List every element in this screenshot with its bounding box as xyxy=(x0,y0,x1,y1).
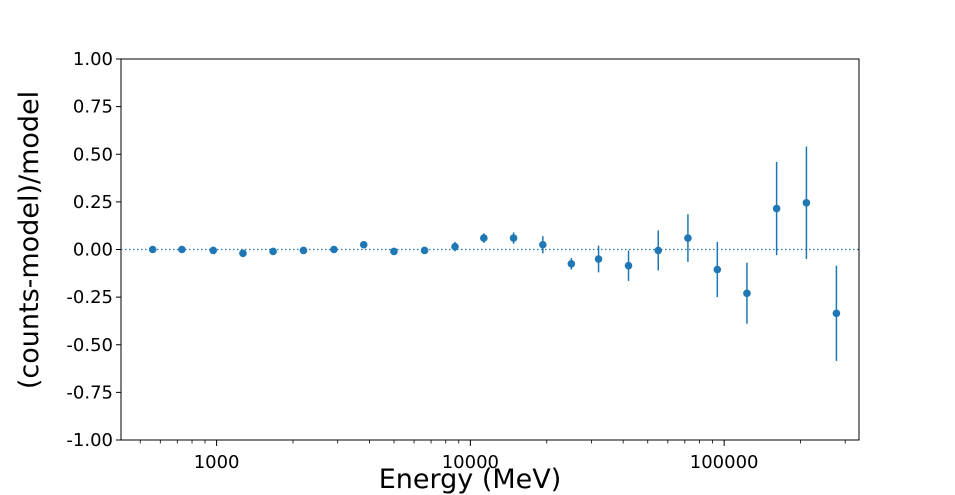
y-tick-label: 0.00 xyxy=(73,240,113,261)
data-point xyxy=(178,245,186,254)
data-marker xyxy=(480,234,488,242)
data-marker xyxy=(802,199,811,207)
data-marker xyxy=(390,247,398,256)
data-marker xyxy=(567,259,576,268)
data-point xyxy=(539,236,547,254)
data-point xyxy=(148,245,157,254)
data-marker xyxy=(509,234,518,242)
data-marker xyxy=(148,245,157,254)
data-marker xyxy=(594,255,603,263)
data-point xyxy=(269,247,277,256)
data-point xyxy=(239,249,247,258)
x-axis-label: Energy (MeV) xyxy=(379,464,562,495)
data-point xyxy=(509,232,518,244)
y-axis-label: (counts-model)/model xyxy=(14,91,45,389)
data-marker xyxy=(654,246,663,255)
data-point xyxy=(743,262,751,324)
y-tick-label: 0.25 xyxy=(73,192,113,213)
data-point xyxy=(420,246,429,255)
data-point xyxy=(451,241,459,252)
data-point xyxy=(654,230,663,271)
data-marker xyxy=(330,245,338,254)
data-point xyxy=(802,146,811,260)
data-points xyxy=(148,146,841,361)
y-tick-label: -0.75 xyxy=(66,382,113,403)
data-point xyxy=(299,246,308,255)
data-point xyxy=(209,246,218,255)
data-point xyxy=(330,245,338,254)
data-marker xyxy=(832,309,841,318)
data-marker xyxy=(209,246,218,255)
data-marker xyxy=(359,240,368,249)
x-axis: 1000 10000 100000 xyxy=(139,440,846,473)
data-marker xyxy=(178,245,186,254)
x-tick-label: 100000 xyxy=(690,452,759,473)
x-tick-label: 10000 xyxy=(442,452,499,473)
data-marker xyxy=(420,246,429,255)
data-point xyxy=(567,258,576,270)
data-point xyxy=(624,250,633,281)
data-point xyxy=(684,214,692,262)
data-point xyxy=(832,265,841,361)
y-tick-label: 0.75 xyxy=(73,97,113,118)
y-tick-label: -1.00 xyxy=(66,430,113,451)
y-tick-label: 0.50 xyxy=(73,144,113,165)
data-point xyxy=(480,233,488,243)
data-point xyxy=(359,240,368,249)
data-marker xyxy=(743,289,751,298)
data-point xyxy=(713,241,722,298)
y-tick-label: -0.50 xyxy=(66,335,113,356)
y-tick-label: -0.25 xyxy=(66,287,113,308)
data-marker xyxy=(451,242,459,251)
data-point xyxy=(390,247,398,256)
data-marker xyxy=(239,249,247,258)
y-tick-label: 1.00 xyxy=(73,49,113,70)
data-marker xyxy=(684,234,692,242)
data-point xyxy=(594,245,603,273)
data-point xyxy=(772,161,781,256)
data-marker xyxy=(624,261,633,270)
data-marker xyxy=(299,246,308,255)
data-marker xyxy=(539,240,547,249)
data-marker xyxy=(713,265,722,274)
y-axis: 1.00 0.75 0.50 0.25 0.00 -0.25 -0.50 -0.75 -1.00 xyxy=(66,49,121,451)
data-marker xyxy=(269,247,277,256)
data-marker xyxy=(772,204,781,213)
x-tick-label: 1000 xyxy=(194,452,240,473)
